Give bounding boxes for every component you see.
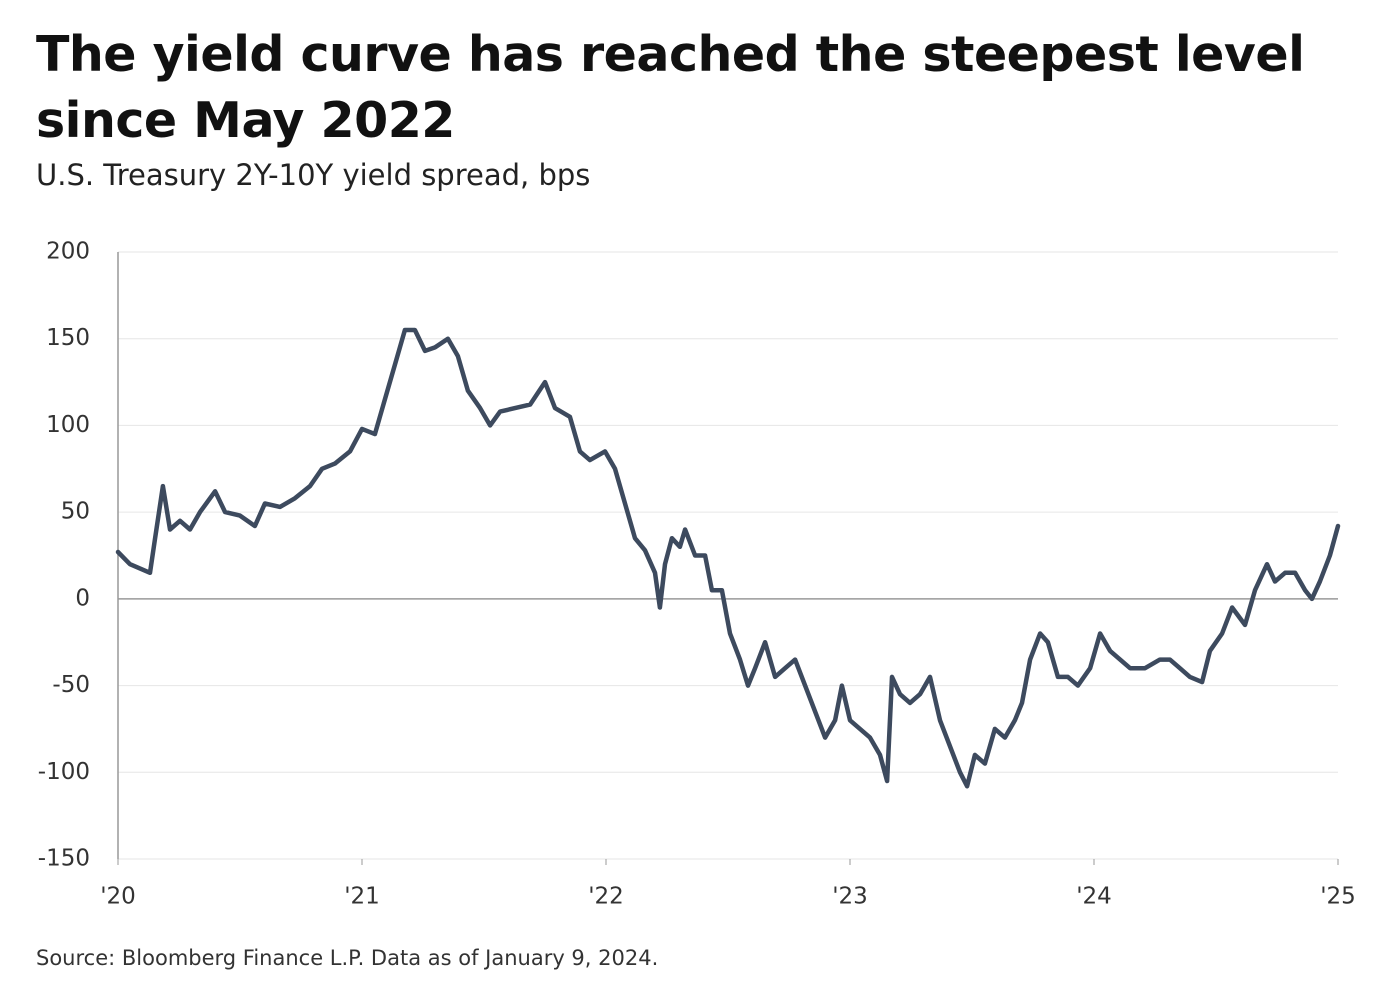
y-tick-label: -150 (38, 846, 90, 872)
chart-title: The yield curve has reached the steepest… (36, 26, 1305, 149)
x-tick-label: '22 (588, 884, 624, 910)
y-tick-label: -100 (38, 759, 90, 785)
x-tick-label: '23 (832, 884, 868, 910)
chart-subtitle: U.S. Treasury 2Y-10Y yield spread, bps (36, 158, 591, 192)
y-tick-label: 0 (75, 585, 90, 611)
source-note: Source: Bloomberg Finance L.P. Data as o… (36, 946, 659, 970)
x-tick-label: '21 (344, 884, 380, 910)
x-tick-label: '24 (1076, 884, 1112, 910)
y-tick-label: -50 (52, 672, 90, 698)
chart: 200 150 100 50 0 -50 -100 -150 '20 '21 '22 '23 '24 '2… (38, 239, 1356, 910)
y-tick-label: 100 (46, 412, 90, 438)
line-series (115, 327, 1341, 789)
y-tick-label: 150 (46, 325, 90, 351)
y-tick-label: 50 (61, 499, 90, 525)
y-tick-label: 200 (46, 239, 90, 265)
x-tick-label: '20 (100, 884, 136, 910)
x-tick-label: '25 (1320, 884, 1356, 910)
